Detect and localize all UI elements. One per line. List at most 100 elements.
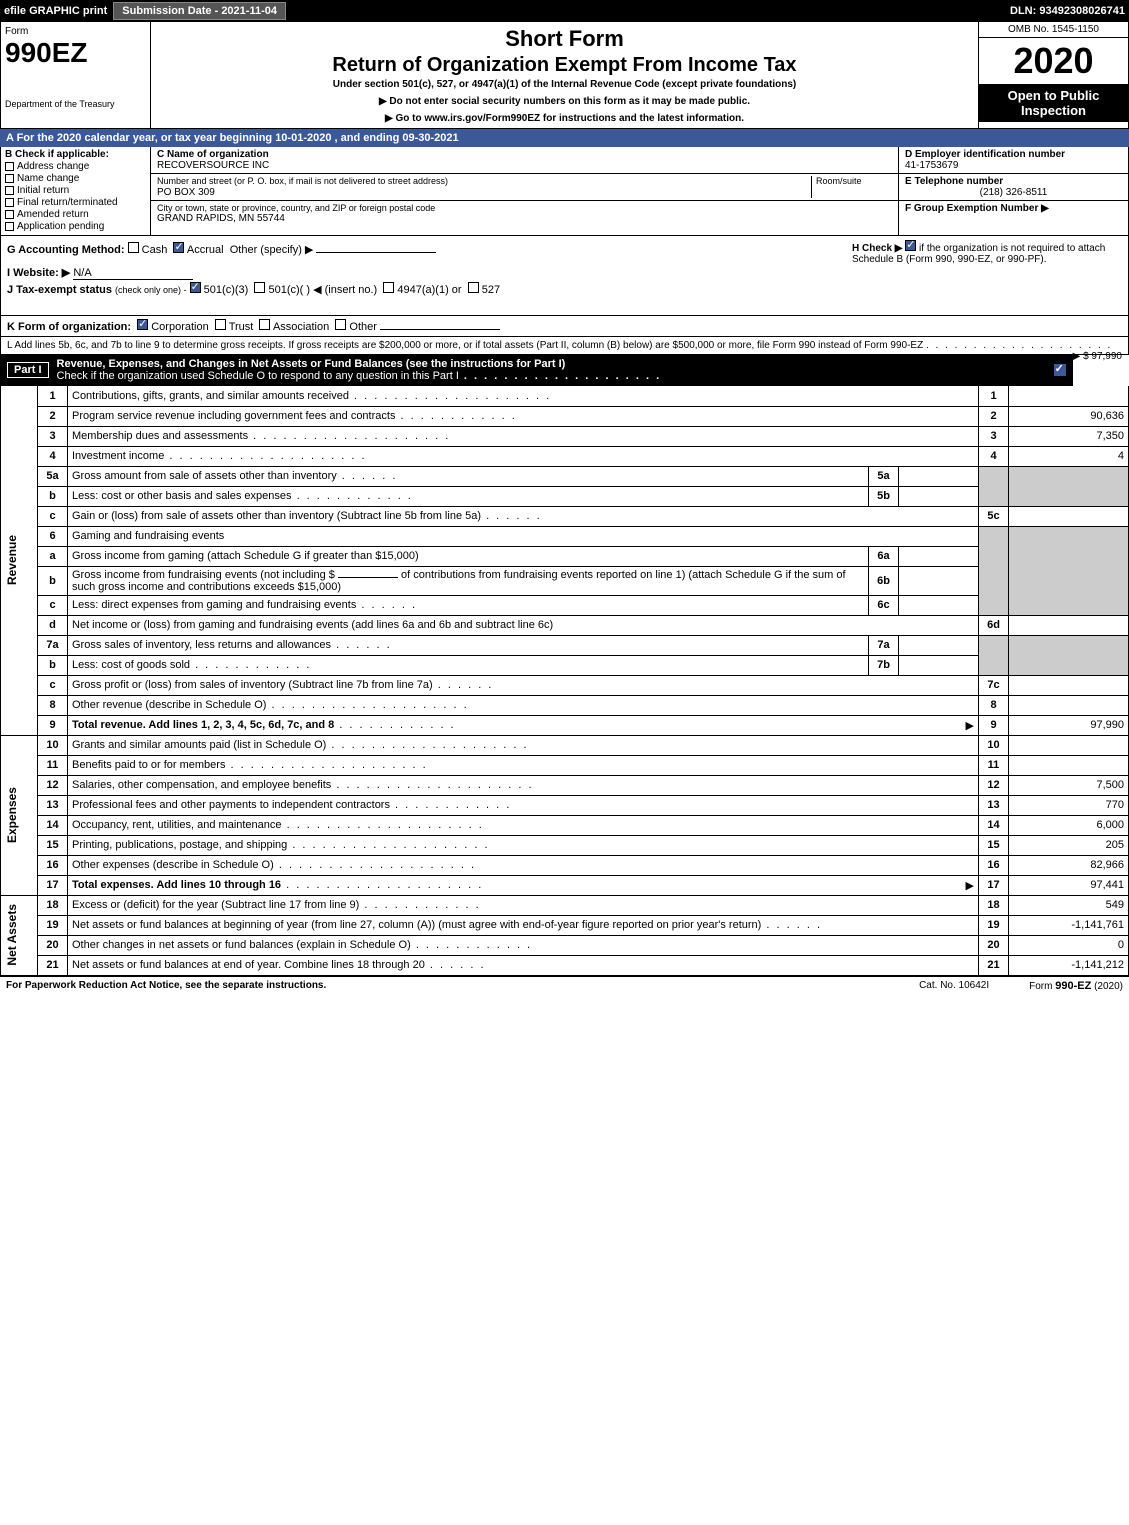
entity-block: B Check if applicable: Address change Na… (0, 147, 1129, 236)
line-7c: c Gross profit or (loss) from sales of i… (1, 675, 1129, 695)
chk-corporation[interactable] (137, 319, 148, 330)
i-label: I Website: ▶ (7, 267, 70, 279)
form-word: Form (5, 26, 146, 37)
k-label: K Form of organization: (7, 321, 131, 333)
j-label: J Tax-exempt status (7, 284, 112, 296)
lbl-address-change: Address change (17, 161, 89, 172)
other-org-input[interactable] (380, 329, 500, 330)
omb-number: OMB No. 1545-1150 (979, 22, 1128, 38)
chk-amended-return[interactable] (5, 210, 14, 219)
org-name: RECOVERSOURCE INC (157, 160, 892, 171)
lbl-other-org: Other (349, 321, 377, 333)
l-amount: ▶ $ 97,990 (1073, 351, 1122, 362)
lbl-name-change: Name change (17, 173, 79, 184)
line-8: 8 Other revenue (describe in Schedule O)… (1, 695, 1129, 715)
lbl-final-return: Final return/terminated (17, 197, 118, 208)
line-6b: b Gross income from fundraising events (… (1, 566, 1129, 595)
lbl-527: 527 (482, 284, 500, 296)
chk-other-org[interactable] (335, 319, 346, 330)
line-13: 13 Professional fees and other payments … (1, 795, 1129, 815)
line-6d: d Net income or (loss) from gaming and f… (1, 615, 1129, 635)
part-i-title: Revenue, Expenses, and Changes in Net As… (57, 358, 566, 370)
tax-year: 2020 (979, 38, 1128, 84)
expenses-side-label: Expenses (5, 787, 19, 843)
chk-trust[interactable] (215, 319, 226, 330)
lbl-4947: 4947(a)(1) or (397, 284, 461, 296)
line-7b: b Less: cost of goods sold 7b (1, 655, 1129, 675)
line-6c: c Less: direct expenses from gaming and … (1, 595, 1129, 615)
chk-name-change[interactable] (5, 174, 14, 183)
chk-cash[interactable] (128, 242, 139, 253)
lbl-initial-return: Initial return (17, 185, 69, 196)
chk-application-pending[interactable] (5, 222, 14, 231)
lbl-other-method: Other (specify) ▶ (230, 244, 314, 256)
city-label: City or town, state or province, country… (157, 203, 892, 213)
header-right: OMB No. 1545-1150 2020 Open to Public In… (978, 22, 1128, 128)
line-18: Net Assets 18 Excess or (deficit) for th… (1, 895, 1129, 915)
chk-4947[interactable] (383, 282, 394, 293)
header-left: Form 990EZ Department of the Treasury (1, 22, 151, 128)
lbl-association: Association (273, 321, 329, 333)
line-4: 4 Investment income 4 4 (1, 446, 1129, 466)
part-i-header: Part I Revenue, Expenses, and Changes in… (0, 355, 1073, 386)
line-6b-amount-input[interactable] (338, 577, 398, 578)
phone-val: (218) 326-8511 (905, 187, 1122, 198)
line-6: 6 Gaming and fundraising events (1, 526, 1129, 546)
line-14: 14 Occupancy, rent, utilities, and maint… (1, 815, 1129, 835)
chk-527[interactable] (468, 282, 479, 293)
line-21: 21 Net assets or fund balances at end of… (1, 955, 1129, 975)
chk-501c3[interactable] (190, 282, 201, 293)
form-header: Form 990EZ Department of the Treasury Sh… (0, 22, 1129, 129)
l-text: L Add lines 5b, 6c, and 7b to line 9 to … (7, 340, 923, 351)
line-5c: c Gain or (loss) from sale of assets oth… (1, 506, 1129, 526)
department-label: Department of the Treasury (5, 99, 146, 109)
row-k: K Form of organization: Corporation Trus… (0, 316, 1129, 337)
revenue-side-label: Revenue (5, 535, 19, 585)
ein-val: 41-1753679 (905, 160, 958, 171)
lbl-trust: Trust (229, 321, 254, 333)
g-label: G Accounting Method: (7, 244, 125, 256)
h-block: H Check ▶ if the organization is not req… (852, 240, 1122, 265)
chk-accrual[interactable] (173, 242, 184, 253)
line-11: 11 Benefits paid to or for members 11 (1, 755, 1129, 775)
part-i-sub: Check if the organization used Schedule … (57, 370, 459, 382)
no-ssn-notice: ▶ Do not enter social security numbers o… (159, 96, 970, 107)
part-i-table: Revenue 1 Contributions, gifts, grants, … (0, 386, 1129, 976)
chk-initial-return[interactable] (5, 186, 14, 195)
line-6a: a Gross income from gaming (attach Sched… (1, 546, 1129, 566)
line-19: 19 Net assets or fund balances at beginn… (1, 915, 1129, 935)
goto-link[interactable]: ▶ Go to www.irs.gov/Form990EZ for instru… (159, 113, 970, 124)
group-exemption-label: F Group Exemption Number ▶ (905, 203, 1049, 214)
lbl-accrual: Accrual (187, 244, 224, 256)
chk-address-change[interactable] (5, 162, 14, 171)
lbl-corporation: Corporation (151, 321, 208, 333)
line-5b: b Less: cost or other basis and sales ex… (1, 486, 1129, 506)
chk-association[interactable] (259, 319, 270, 330)
line-5a: 5a Gross amount from sale of assets othe… (1, 466, 1129, 486)
lbl-application-pending: Application pending (17, 221, 104, 232)
line-2: 2 Program service revenue including gove… (1, 406, 1129, 426)
chk-501c[interactable] (254, 282, 265, 293)
line-9: 9 Total revenue. Add lines 1, 2, 3, 4, 5… (1, 715, 1129, 735)
lbl-amended-return: Amended return (17, 209, 89, 220)
city-val: GRAND RAPIDS, MN 55744 (157, 213, 892, 224)
part-i-schedule-o-chk[interactable] (1054, 364, 1066, 376)
phone-label: E Telephone number (905, 176, 1003, 187)
submission-date-badge: Submission Date - 2021-11-04 (113, 2, 286, 20)
ein-label: D Employer identification number (905, 149, 1065, 160)
lbl-501c3: 501(c)(3) (204, 284, 249, 296)
street-label: Number and street (or P. O. box, if mail… (157, 176, 448, 186)
box-b: B Check if applicable: Address change Na… (1, 147, 151, 235)
line-20: 20 Other changes in net assets or fund b… (1, 935, 1129, 955)
chk-final-return[interactable] (5, 198, 14, 207)
part-i-tag: Part I (7, 362, 49, 378)
other-method-input[interactable] (316, 252, 436, 253)
room-label: Room/suite (816, 176, 862, 186)
org-name-label: C Name of organization (157, 149, 892, 160)
dln-label: DLN: 93492308026741 (1010, 5, 1125, 17)
return-title: Return of Organization Exempt From Incom… (159, 54, 970, 77)
chk-h[interactable] (905, 240, 916, 251)
lbl-501c: 501(c)( ) ◀ (insert no.) (268, 284, 377, 296)
under-section: Under section 501(c), 527, or 4947(a)(1)… (159, 79, 970, 90)
pra-notice: For Paperwork Reduction Act Notice, see … (6, 980, 879, 992)
